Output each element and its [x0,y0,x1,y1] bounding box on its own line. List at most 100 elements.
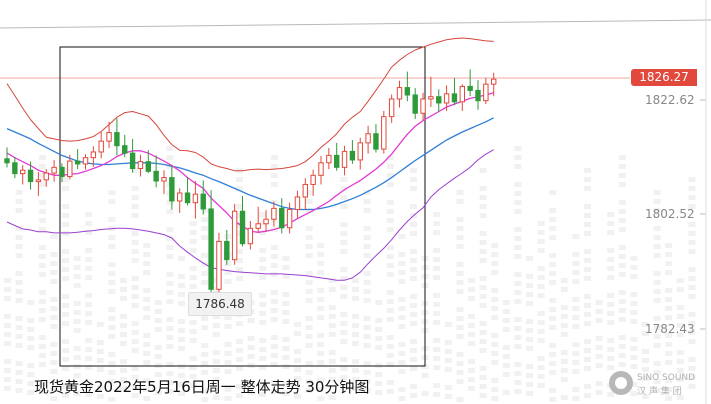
background-tile [236,393,243,398]
background-tile [352,332,359,337]
candle-body [388,98,395,118]
background-tile [514,317,522,322]
candle-body [153,170,159,182]
background-tile [549,280,557,285]
background-tile [62,231,69,236]
background-tile [514,380,522,385]
background-tile [212,332,220,337]
background-tile [340,375,348,380]
sino-sound-logo: SINO SOUND 汉 声 集 团 [609,371,695,397]
background-tile [224,351,232,356]
background-tile [537,365,545,370]
background-tile [526,301,533,306]
background-tile [131,204,139,209]
background-tile [270,272,278,277]
background-tile [50,279,58,284]
background-tile [433,275,441,280]
background-tile [317,378,325,383]
background-tile [688,375,696,380]
background-tile [247,318,255,323]
background-tile [375,345,383,350]
background-tile [514,326,522,331]
background-tile [375,372,383,377]
background-tile [665,270,673,275]
candle-body [90,151,97,159]
background-tile [618,344,626,349]
background-tile [15,226,23,231]
background-tile [340,330,348,335]
background-tile [120,332,127,337]
background-tile [270,182,278,187]
background-tile [433,293,441,298]
background-tile [688,276,696,281]
background-tile [398,261,406,266]
background-tile [201,217,209,222]
background-tile [572,351,580,356]
background-tile [642,322,649,327]
candle [318,155,324,185]
background-tile [305,316,313,321]
background-tile [572,234,580,239]
background-tile [433,266,441,271]
background-tile [456,361,464,366]
background-tile [340,294,348,299]
background-tile [236,204,243,209]
background-tile [676,314,684,319]
candle-body [51,166,57,174]
background-tile [688,222,696,227]
background-tile [479,384,487,389]
background-tile [386,200,394,205]
background-tile [410,339,417,344]
background-tile [15,289,23,294]
background-tile [653,343,661,348]
background-tile [456,244,464,249]
background-tile [62,249,69,254]
background-tile [491,252,499,257]
background-tile [38,389,46,394]
candle-body [483,83,489,102]
background-tile [50,342,58,347]
background-tile [38,254,46,259]
background-tile [317,270,325,275]
background-tile [572,261,580,266]
candle [153,155,159,188]
background-tile [653,334,661,339]
background-tile [166,146,174,151]
background-tile [607,221,615,226]
background-tile [15,235,23,240]
background-tile [154,372,162,377]
background-tile [479,321,487,326]
background-tile [236,231,243,236]
background-tile [270,380,278,385]
background-tile [584,357,591,362]
background-tile [618,308,626,313]
candle-body [231,210,238,261]
background-tile [4,332,11,337]
background-tile [572,270,580,275]
background-tile [15,280,23,285]
background-tile [618,362,626,367]
candle [27,161,34,190]
background-tile [352,323,359,328]
background-tile [456,190,464,195]
background-tile [642,376,649,381]
background-tile [282,256,290,261]
background-tile [653,289,661,294]
background-tile [444,385,452,390]
background-tile [386,389,394,394]
background-tile [247,381,255,386]
background-tile [479,339,487,344]
background-tile [73,373,81,378]
background-tile [154,354,162,359]
background-tile [166,290,174,295]
background-tile [189,266,197,271]
background-tile [584,366,591,371]
background-tile [62,177,69,182]
background-tile [85,221,93,226]
background-tile [665,342,673,347]
background-tile [4,323,11,328]
background-tile [584,303,591,308]
background-tile [456,334,464,339]
candle-body [20,169,26,175]
